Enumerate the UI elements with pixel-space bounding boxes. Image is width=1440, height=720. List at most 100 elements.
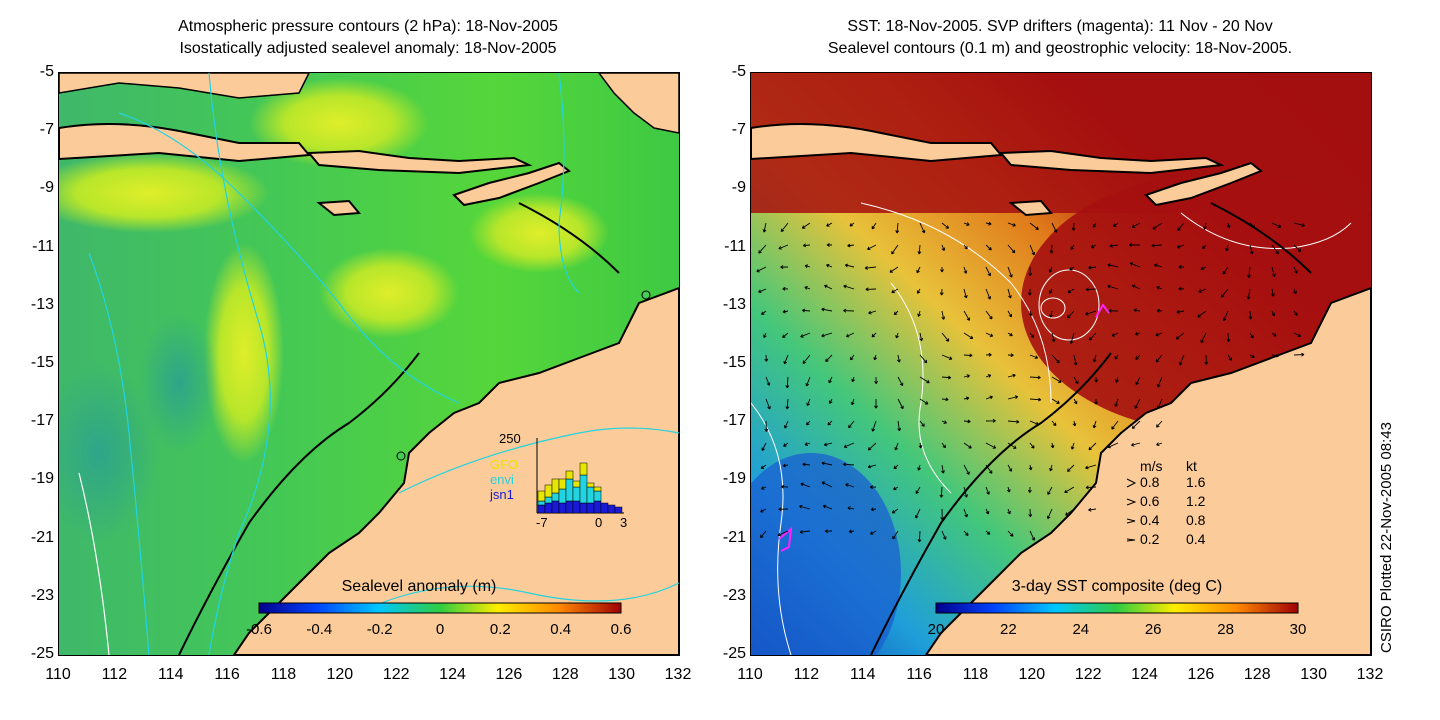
inset-bar — [551, 492, 560, 502]
speed-legend-kt: 1.2 — [1186, 493, 1206, 509]
velocity-arrow — [1227, 354, 1232, 361]
altimeter-inset: 250 GFO envi jsn1 -7 0 3 — [489, 431, 627, 530]
velocity-arrow — [1197, 310, 1207, 318]
velocity-arrow — [1114, 398, 1119, 407]
velocity-arrow — [764, 354, 769, 362]
velocity-arrow — [1293, 352, 1305, 357]
left-colorbar-tick: -0.4 — [306, 621, 332, 638]
velocity-arrow — [782, 286, 789, 291]
velocity-arrow — [1200, 332, 1207, 344]
velocity-arrow — [1066, 464, 1075, 472]
velocity-arrow — [1007, 530, 1014, 537]
velocity-arrow — [1226, 332, 1231, 343]
velocity-arrow — [1128, 243, 1141, 247]
velocity-arrow — [1293, 266, 1298, 274]
speed-legend-ms: 0.4 — [1140, 512, 1160, 528]
inset-bar — [565, 500, 574, 514]
left-ytick-label: -7 — [39, 121, 54, 139]
drifter-track-1 — [1095, 303, 1110, 318]
velocity-arrow — [1069, 332, 1075, 344]
velocity-arrow — [849, 354, 855, 361]
sealevel-contour-eddy — [1038, 269, 1100, 341]
velocity-arrow — [1271, 332, 1277, 337]
velocity-arrow — [1222, 310, 1229, 322]
inset-legend-jsn1: jsn1 — [489, 487, 514, 502]
velocity-arrow — [1073, 376, 1079, 385]
left-ytick-label: -15 — [30, 354, 54, 371]
velocity-arrow — [917, 464, 921, 471]
right-xtick-label: 122 — [1074, 666, 1102, 683]
left-colorbar-tick: 0.6 — [611, 621, 632, 638]
speed-legend-arrow — [1126, 498, 1137, 506]
inset-bar — [579, 474, 588, 504]
velocity-arrow — [800, 482, 811, 488]
left-xtick-label: 110 — [45, 666, 71, 683]
lesser-sunda-islands — [306, 149, 533, 175]
velocity-arrow — [802, 462, 811, 467]
velocity-arrow — [941, 354, 953, 360]
velocity-arrow — [892, 530, 899, 540]
sla-high-north — [59, 153, 269, 233]
velocity-arrow — [1107, 263, 1119, 268]
velocity-arrow — [1176, 310, 1185, 314]
velocity-arrow — [1070, 244, 1075, 250]
sealevel-contour-2 — [890, 282, 952, 494]
right-xtick-label: 118 — [962, 666, 989, 683]
right-map-panel[interactable]: m/s kt 0.8 1.6 0.6 1.2 0.4 0.8 0.2 0.4 3-day SS… — [750, 72, 1372, 656]
velocity-arrow — [824, 284, 833, 290]
java-bali-island-right — [751, 123, 1003, 163]
right-colorbar — [935, 602, 1299, 614]
velocity-arrow — [1047, 486, 1053, 495]
velocity-arrow — [985, 508, 990, 515]
velocity-arrow — [1220, 288, 1229, 298]
velocity-arrow — [985, 221, 992, 226]
velocity-arrow — [941, 420, 947, 424]
left-ytick-label: -23 — [30, 586, 54, 604]
right-ytick-label: -17 — [722, 412, 746, 430]
velocity-arrow — [1028, 266, 1033, 277]
velocity-arrow — [845, 483, 855, 488]
velocity-arrow — [985, 288, 992, 300]
velocity-arrow — [1293, 288, 1297, 295]
velocity-arrow — [963, 332, 974, 340]
velocity-arrow — [763, 332, 767, 338]
velocity-arrow — [1131, 284, 1141, 290]
right-colorbar-tick: 22 — [1000, 621, 1017, 638]
left-map-svg: 250 GFO envi jsn1 -7 0 3 Sealevel anomal… — [59, 73, 679, 655]
velocity-arrow — [1088, 265, 1097, 270]
left-xtick-label: 126 — [495, 666, 523, 683]
sla-low-west — [59, 363, 159, 543]
velocity-arrow — [868, 310, 877, 315]
velocity-arrow — [829, 398, 833, 404]
timor-island — [452, 161, 571, 207]
velocity-arrow — [1007, 353, 1014, 358]
velocity-arrow — [1249, 222, 1256, 229]
lesser-sunda-islands-right — [998, 149, 1225, 175]
velocity-arrow — [1175, 332, 1185, 340]
velocity-arrow — [941, 530, 947, 540]
velocity-arrow — [758, 288, 767, 294]
velocity-arrow — [985, 530, 991, 535]
velocity-arrow — [894, 442, 899, 451]
velocity-arrow — [1073, 354, 1078, 366]
right-xtick-label: 116 — [906, 666, 932, 683]
velocity-arrow — [1007, 419, 1020, 424]
velocity-arrow — [871, 332, 877, 338]
velocity-arrow — [802, 308, 811, 313]
velocity-arrow — [963, 419, 971, 424]
velocity-arrow — [1048, 266, 1053, 273]
inset-bar — [586, 486, 595, 504]
inset-bar — [586, 482, 595, 488]
velocity-arrow — [985, 266, 992, 277]
left-map-panel[interactable]: 250 GFO envi jsn1 -7 0 3 Sealevel anomal… — [58, 72, 680, 656]
right-xtick-label: 124 — [1131, 666, 1158, 683]
velocity-arrow — [760, 508, 767, 513]
inset-bar — [565, 478, 574, 502]
velocity-arrow — [785, 398, 790, 410]
inset-bar — [572, 480, 581, 488]
velocity-arrow — [1051, 420, 1057, 427]
sla-high-east — [319, 248, 459, 338]
speed-legend-header-ms: m/s — [1140, 458, 1163, 474]
right-xtick-label: 120 — [1018, 666, 1046, 683]
left-colorbar — [258, 602, 622, 614]
